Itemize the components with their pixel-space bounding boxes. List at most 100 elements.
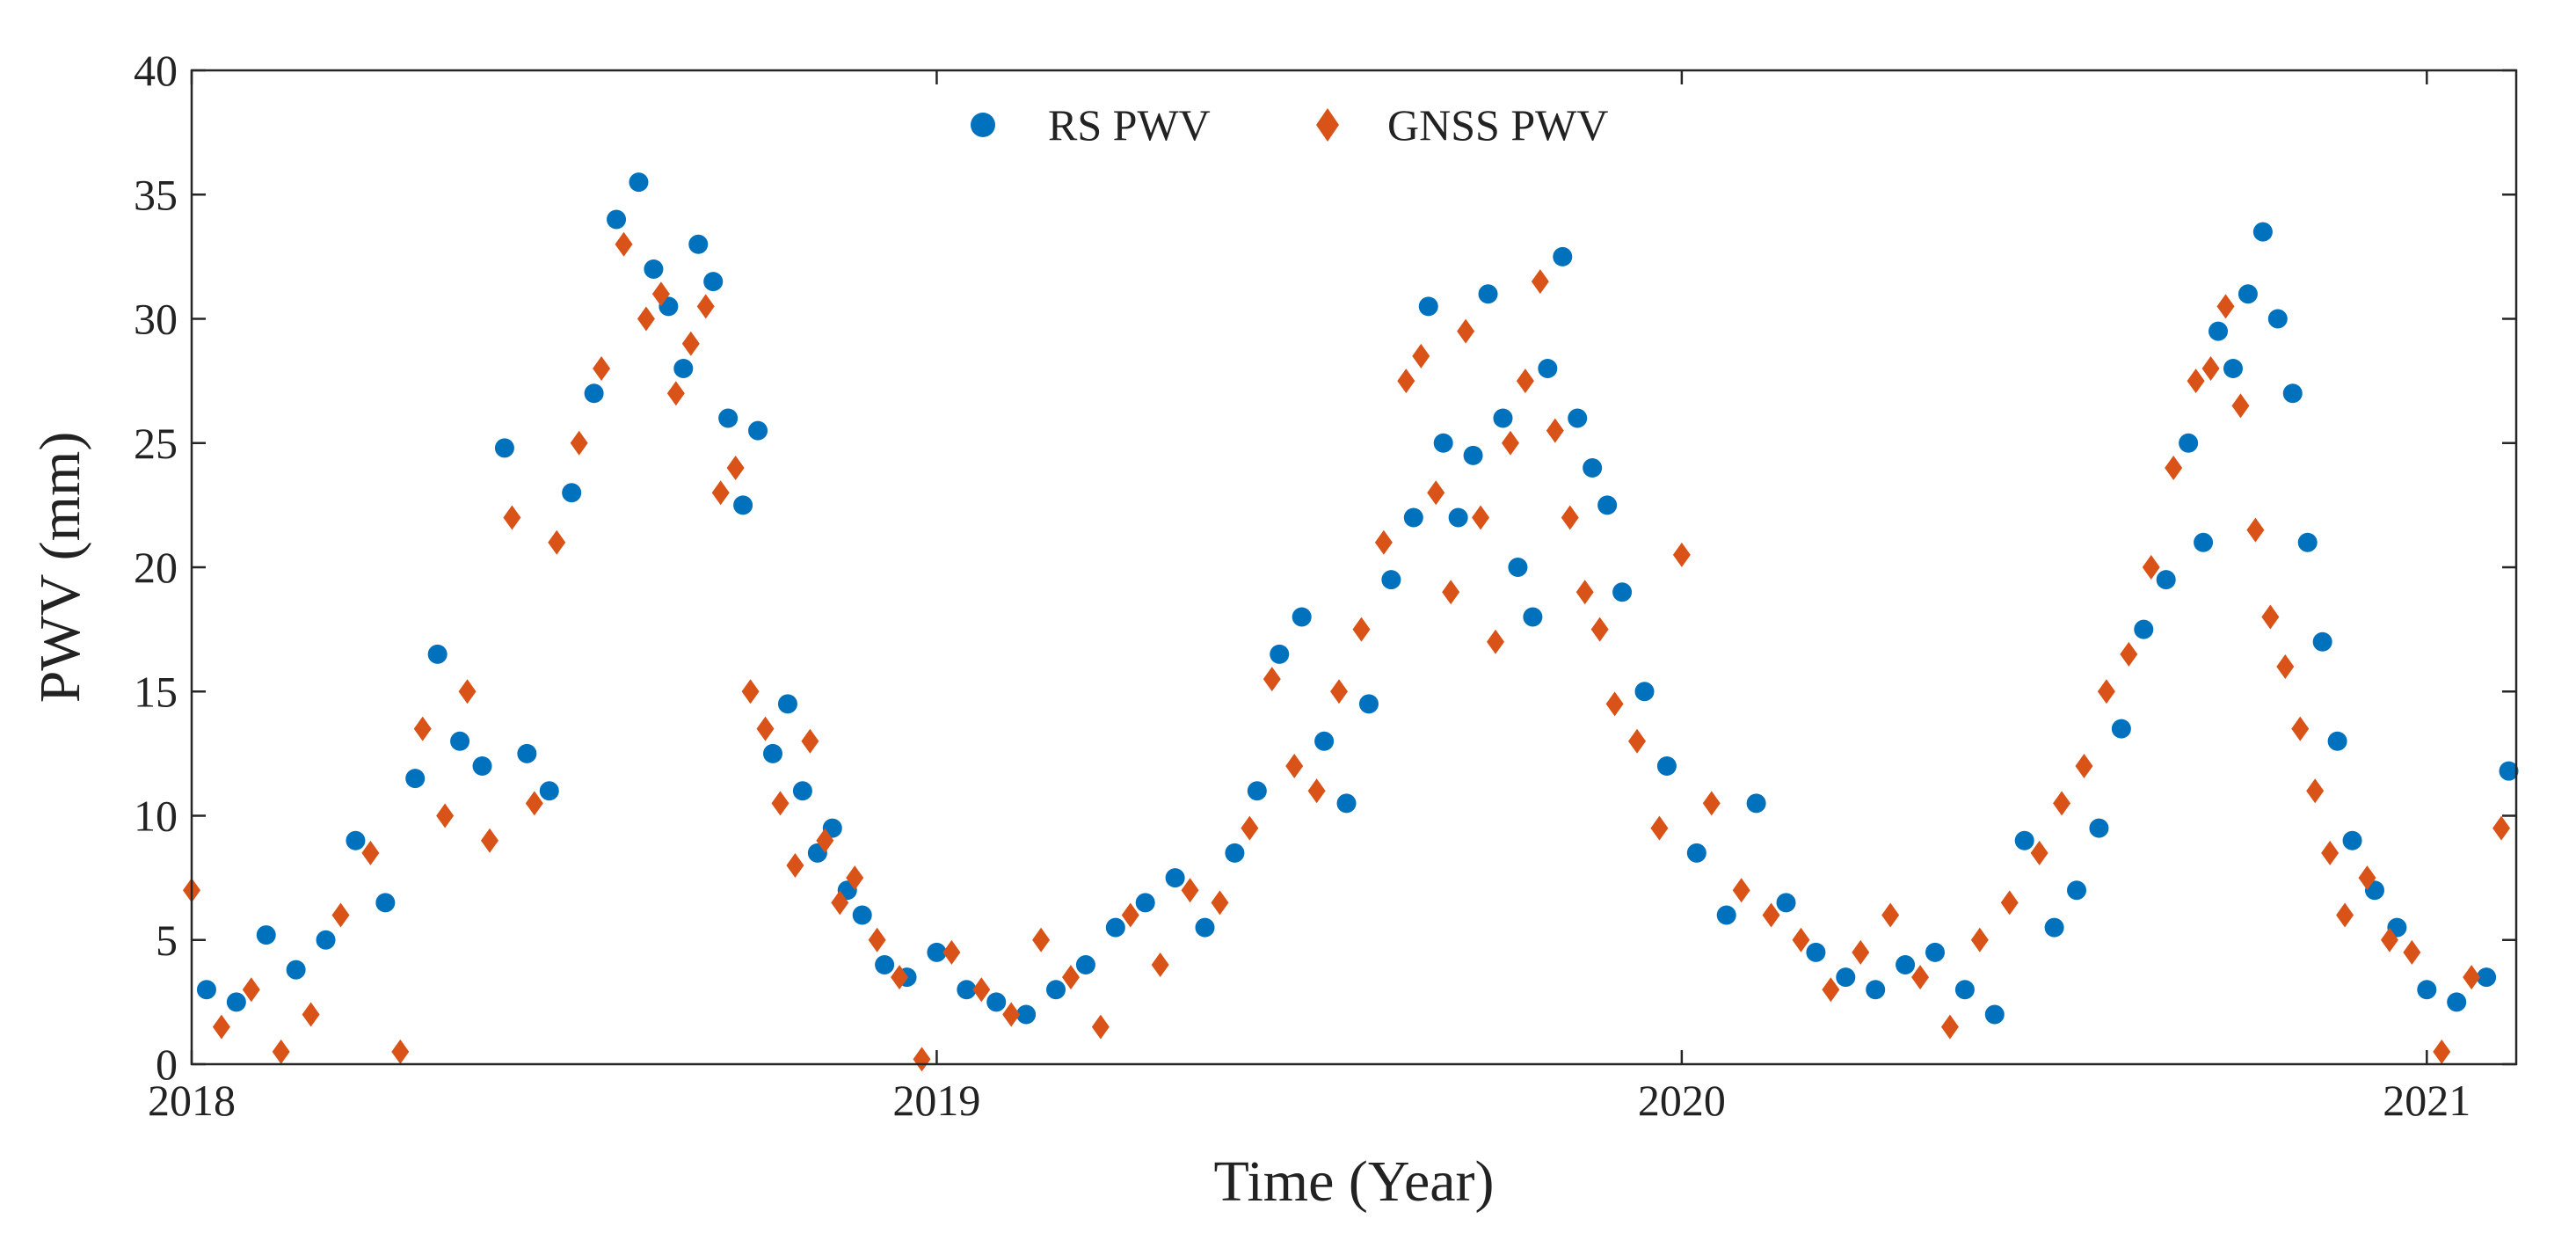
rs-pwv-point bbox=[539, 781, 559, 801]
rs-pwv-point bbox=[2067, 880, 2087, 901]
gnss-pwv-point bbox=[1457, 318, 1475, 344]
gnss-pwv-point bbox=[1241, 815, 1259, 841]
rs-pwv-point bbox=[927, 942, 947, 962]
gnss-pwv-point bbox=[525, 791, 543, 816]
x-axis: 2018 2019 2020 2021 bbox=[148, 70, 2470, 1125]
rs-pwv-point bbox=[1746, 793, 1766, 814]
gnss-pwv-point bbox=[615, 231, 633, 257]
rs-pwv-point bbox=[1538, 359, 1558, 378]
gnss-pwv-point bbox=[1792, 927, 1810, 952]
rs-pwv-point bbox=[1135, 893, 1155, 913]
gnss-pwv-point bbox=[651, 281, 670, 307]
gnss-pwv-point bbox=[1546, 418, 1564, 443]
gnss-pwv-point bbox=[756, 716, 775, 741]
rs-pwv-point bbox=[1493, 408, 1513, 428]
legend-rs-marker bbox=[971, 113, 995, 137]
gnss-pwv-point bbox=[846, 865, 864, 891]
gnss-pwv-point bbox=[2000, 890, 2019, 916]
gnss-pwv-point bbox=[361, 840, 380, 865]
y-axis: 0 5 10 15 20 25 30 35 40 bbox=[134, 46, 2516, 1089]
rs-pwv-point bbox=[673, 359, 694, 378]
gnss-pwv-point bbox=[2187, 369, 2205, 394]
rs-pwv-point bbox=[427, 644, 448, 664]
gnss-pwv-point bbox=[548, 529, 566, 555]
gnss-pwv-point bbox=[436, 803, 455, 828]
gnss-pwv-point bbox=[2142, 555, 2160, 580]
rs-pwv-point bbox=[2089, 818, 2109, 838]
rs-pwv-point bbox=[2267, 309, 2288, 329]
rs-pwv-point bbox=[2209, 321, 2229, 341]
gnss-pwv-point bbox=[593, 356, 611, 381]
rs-pwv-point bbox=[1612, 582, 1633, 602]
gnss-pwv-point bbox=[1263, 667, 1281, 692]
gnss-pwv-point bbox=[1307, 778, 1326, 804]
gnss-pwv-point bbox=[2380, 927, 2398, 952]
rs-pwv-point bbox=[1984, 1004, 2005, 1025]
gnss-pwv-point bbox=[242, 977, 260, 1003]
rs-pwv-point bbox=[2111, 719, 2131, 739]
gnss-pwv-point bbox=[480, 828, 498, 853]
gnss-pwv-point bbox=[2291, 716, 2310, 741]
gnss-pwv-point bbox=[1531, 269, 1549, 295]
gnss-pwv-point bbox=[2231, 393, 2250, 419]
rs-pwv-point bbox=[226, 992, 246, 1012]
rs-pwv-point bbox=[1381, 570, 1401, 590]
gnss-pwv-point bbox=[1672, 542, 1691, 567]
gnss-pwv-point bbox=[868, 927, 886, 952]
gnss-pwv-point bbox=[972, 977, 991, 1003]
rs-pwv-point bbox=[517, 743, 537, 763]
rs-pwv-point bbox=[375, 893, 396, 913]
rs-pwv-point bbox=[196, 980, 216, 1000]
gnss-pwv-point bbox=[2492, 815, 2511, 841]
rs-pwv-point bbox=[852, 905, 872, 925]
rs-pwv-point bbox=[1896, 955, 1916, 974]
rs-pwv-point bbox=[2044, 917, 2064, 938]
gnss-pwv-point bbox=[1427, 480, 1445, 506]
rs-pwv-point bbox=[494, 438, 514, 458]
legend-rs-label: RS PWV bbox=[1048, 100, 1211, 150]
gnss-pwv-point bbox=[2216, 294, 2235, 319]
gnss-pwv-point bbox=[1330, 679, 1349, 704]
gnss-pwv-point bbox=[913, 1047, 931, 1072]
gnss-pwv-point bbox=[2075, 754, 2093, 778]
rs-pwv-point bbox=[1776, 893, 1796, 913]
gnss-pwv-point bbox=[391, 1039, 410, 1064]
gnss-pwv-point bbox=[816, 828, 834, 853]
rs-pwv-point bbox=[2014, 830, 2034, 850]
gnss-pwv-point bbox=[1412, 343, 1430, 369]
gnss-pwv-point bbox=[741, 679, 760, 704]
gnss-pwv-point bbox=[1002, 1002, 1021, 1027]
rs-pwv-point bbox=[1583, 458, 1603, 478]
gnss-pwv-point bbox=[726, 456, 745, 480]
rs-pwv-point bbox=[629, 172, 649, 193]
gnss-pwv-point bbox=[2030, 840, 2048, 865]
gnss-pwv-point bbox=[696, 294, 715, 319]
rs-pwv-point bbox=[405, 769, 426, 789]
rs-pwv-point bbox=[2179, 433, 2199, 453]
gnss-pwv-point bbox=[1970, 927, 1989, 952]
rs-pwv-point bbox=[2194, 532, 2214, 552]
rs-pwv-point bbox=[763, 743, 782, 763]
gnss-pwv-point bbox=[1285, 754, 1304, 778]
gnss-pwv-point bbox=[458, 679, 477, 704]
rs-pwv-point bbox=[2134, 619, 2154, 639]
gnss-pwv-point bbox=[2358, 865, 2376, 891]
gnss-pwv-point bbox=[2097, 679, 2115, 704]
gnss-pwv-point bbox=[2261, 604, 2280, 630]
gnss-pwv-point bbox=[1352, 617, 1371, 642]
gnss-pwv-point bbox=[2053, 791, 2071, 816]
gnss-pwv-point bbox=[272, 1039, 290, 1064]
rs-pwv-point bbox=[1016, 1004, 1037, 1025]
gnss-pwv-point bbox=[771, 791, 790, 816]
gnss-pwv-point bbox=[331, 902, 350, 928]
gnss-pwv-point bbox=[1151, 952, 1169, 977]
legend-gnss-marker bbox=[1316, 108, 1339, 142]
rs-pwv-point bbox=[1314, 731, 1335, 751]
gnss-pwv-point bbox=[1650, 815, 1669, 841]
rs-pwv-point bbox=[2477, 967, 2497, 988]
gnss-pwv-point bbox=[637, 306, 655, 332]
gnss-pwv-point bbox=[942, 939, 961, 965]
gnss-pwv-point bbox=[1181, 878, 1199, 903]
rs-pwv-point bbox=[1597, 495, 1618, 515]
rs-pwv-point bbox=[2238, 284, 2258, 304]
